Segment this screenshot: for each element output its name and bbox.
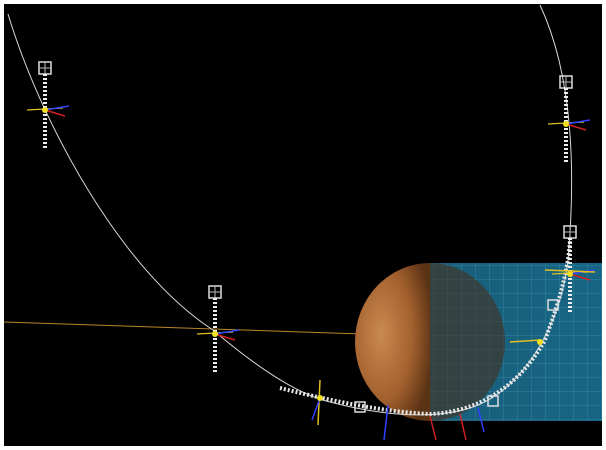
planet-dark — [430, 263, 505, 421]
trajectory — [7, 4, 573, 416]
planet-lit — [355, 263, 430, 421]
attitude-markers — [311, 269, 596, 441]
reference-line — [3, 321, 363, 335]
